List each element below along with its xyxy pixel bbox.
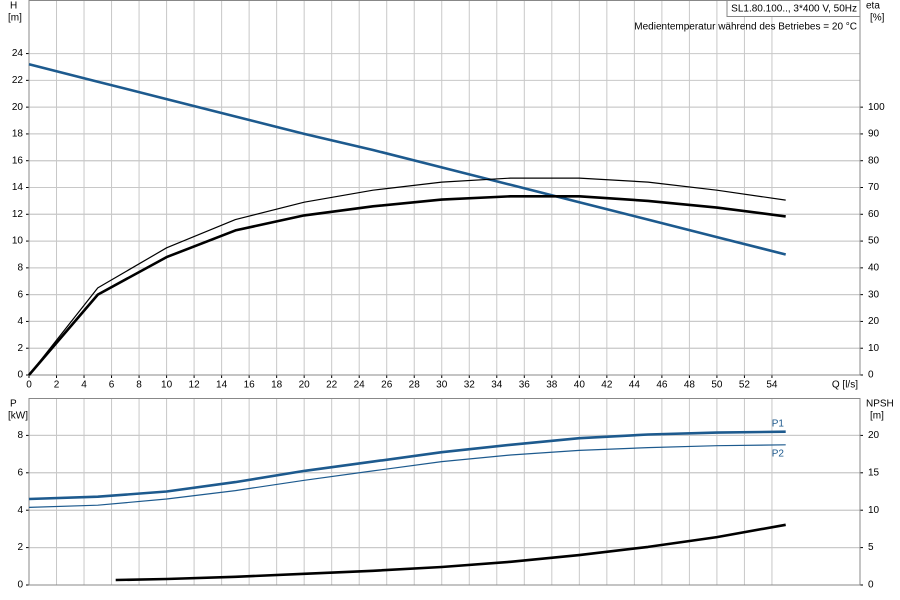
- y-tick-label: 2: [17, 343, 23, 354]
- y2-tick-label: 10: [868, 343, 880, 354]
- x-tick-label: 8: [136, 380, 142, 391]
- series-line: [115, 523, 786, 582]
- x-tick-label: 26: [381, 380, 393, 391]
- x-tick-label: 48: [684, 380, 696, 391]
- y-tick-label: 8: [17, 430, 23, 441]
- x-tick-label: 42: [601, 380, 613, 391]
- x-tick-label: 52: [739, 380, 751, 391]
- y2-axis-label: eta: [866, 1, 880, 12]
- y2-tick-label: 10: [868, 505, 880, 516]
- y2-tick-label: 30: [868, 289, 880, 300]
- x-tick-label: 6: [109, 380, 115, 391]
- x-tick-label: 32: [464, 380, 476, 391]
- series-label: P1: [772, 418, 785, 429]
- y-tick-label: 16: [12, 155, 24, 166]
- x-tick-label: 24: [354, 380, 366, 391]
- y2-tick-label: 5: [868, 542, 874, 553]
- y2-tick-label: 80: [868, 155, 880, 166]
- x-tick-label: 10: [161, 380, 173, 391]
- plot-frame: [28, 398, 861, 586]
- y2-tick-label: 60: [868, 209, 880, 220]
- x-tick-label: 16: [244, 380, 256, 391]
- x-tick-label: 2: [54, 380, 60, 391]
- x-tick-label: 46: [656, 380, 668, 391]
- x-tick-label: 18: [271, 380, 283, 391]
- y2-tick-label: 20: [868, 430, 880, 441]
- x-tick-label: 38: [546, 380, 558, 391]
- y-tick-label: 6: [17, 289, 23, 300]
- x-tick-label: 12: [189, 380, 201, 391]
- chart-subtitle: Medientemperatur während des Betriebes =…: [634, 22, 857, 33]
- x-tick-label: 4: [81, 380, 87, 391]
- x-tick-label: 44: [629, 380, 641, 391]
- y-tick-label: 10: [12, 236, 24, 247]
- x-tick-label: 54: [766, 380, 778, 391]
- y-tick-label: 0: [17, 370, 23, 381]
- y2-tick-label: 0: [868, 370, 874, 381]
- y2-tick-label: 40: [868, 262, 880, 273]
- x-tick-label: 22: [326, 380, 338, 391]
- x-tick-label: 40: [574, 380, 586, 391]
- y-tick-label: 0: [17, 580, 23, 591]
- y-axis-unit: [kW]: [8, 411, 28, 422]
- plot-frame: [28, 0, 861, 376]
- y2-tick-label: 0: [868, 580, 874, 591]
- y2-tick-label: 70: [868, 182, 880, 193]
- x-tick-label: 0: [26, 380, 32, 391]
- y-axis-label: P: [10, 399, 17, 410]
- x-tick-label: 30: [436, 380, 448, 391]
- y2-tick-label: 20: [868, 316, 880, 327]
- x-tick-label: 20: [299, 380, 311, 391]
- y2-axis-label: NPSH: [866, 399, 894, 410]
- x-tick-label: 28: [409, 380, 421, 391]
- y-tick-label: 6: [17, 467, 23, 478]
- y-axis-label: H: [10, 1, 17, 12]
- x-tick-label: 36: [519, 380, 531, 391]
- y-tick-label: 8: [17, 262, 23, 273]
- y-tick-label: 14: [12, 182, 24, 193]
- chart-title: SL1.80.100.., 3*400 V, 50Hz: [731, 4, 857, 15]
- y-tick-label: 22: [12, 75, 24, 86]
- y-tick-label: 20: [12, 102, 24, 113]
- y2-tick-label: 15: [868, 467, 880, 478]
- y-tick-label: 2: [17, 542, 23, 553]
- series-line: [28, 63, 787, 256]
- y-tick-label: 24: [12, 48, 24, 59]
- series-label: P2: [772, 448, 785, 459]
- y-axis-unit: [m]: [8, 13, 22, 24]
- title-box: [726, 0, 861, 17]
- x-tick-label: 14: [216, 380, 228, 391]
- y2-axis-unit: [m]: [870, 411, 884, 422]
- y2-tick-label: 100: [868, 102, 885, 113]
- x-tick-label: 50: [711, 380, 723, 391]
- y2-tick-label: 50: [868, 236, 880, 247]
- series-line: [28, 444, 786, 508]
- y-tick-label: 4: [17, 505, 23, 516]
- y2-tick-label: 90: [868, 129, 880, 140]
- y2-axis-unit: [%]: [870, 13, 885, 24]
- y-tick-label: 4: [17, 316, 23, 327]
- x-axis-label: Q [l/s]: [832, 380, 858, 391]
- series-line: [28, 195, 786, 376]
- y-tick-label: 18: [12, 129, 24, 140]
- series-line: [28, 430, 786, 501]
- x-tick-label: 34: [491, 380, 503, 391]
- series-line: [28, 177, 786, 376]
- y-tick-label: 12: [12, 209, 24, 220]
